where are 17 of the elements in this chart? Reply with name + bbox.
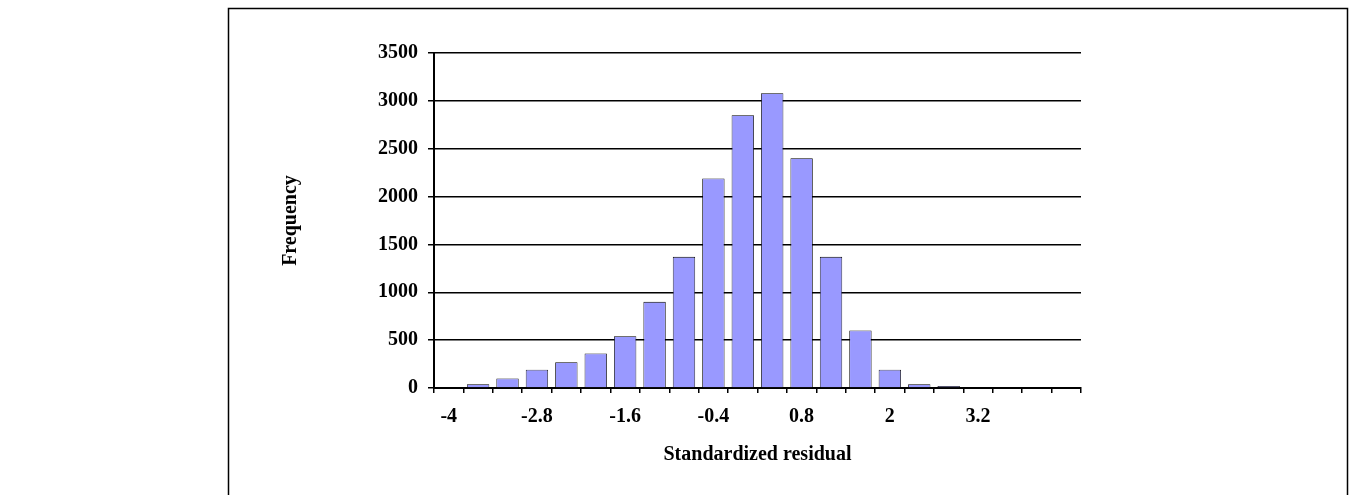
x-tick-label: 3.2 — [965, 404, 991, 427]
x-tick-label: -2.8 — [521, 404, 553, 427]
x-tick-label: 0.8 — [789, 404, 815, 427]
x-axis-title: Standardized residual — [663, 442, 852, 465]
x-tick-label: -4 — [440, 404, 458, 427]
y-tick-label: 1500 — [378, 231, 418, 254]
x-tick-label: -0.4 — [697, 404, 730, 427]
y-tick-label: 0 — [408, 375, 418, 398]
y-tick-label: 2000 — [378, 183, 418, 206]
x-tick-label: 2 — [884, 404, 895, 427]
y-tick-label: 3000 — [378, 88, 418, 111]
y-tick-label: 1000 — [378, 279, 418, 302]
y-axis-title: Frequency — [278, 175, 302, 266]
y-tick-label: 500 — [388, 327, 418, 350]
y-tick-label: 2500 — [378, 135, 418, 158]
y-tick-label: 3500 — [378, 40, 418, 63]
x-tick-label: -1.6 — [609, 404, 641, 427]
